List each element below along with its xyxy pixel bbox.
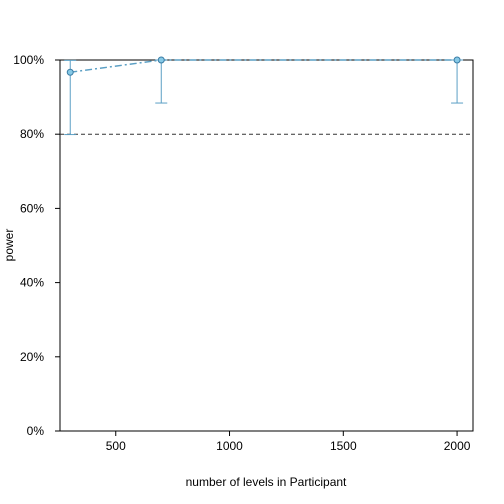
x-tick-label: 2000: [444, 439, 471, 453]
y-axis-label: power: [2, 229, 16, 262]
y-tick-label: 0%: [27, 424, 45, 438]
data-point: [66, 68, 74, 76]
data-point: [453, 56, 461, 64]
y-tick-label: 60%: [20, 201, 44, 215]
x-tick-label: 500: [106, 439, 126, 453]
x-tick-label: 1000: [216, 439, 243, 453]
y-tick-label: 100%: [13, 53, 44, 67]
data-point: [157, 56, 165, 64]
x-axis: 500 1000 1500 2000: [106, 431, 471, 453]
y-axis: 0% 20% 40% 60% 80% 100%: [13, 53, 60, 438]
error-bar: [451, 59, 464, 104]
plot-frame: [59, 59, 474, 432]
series-line: [70, 59, 458, 73]
error-bar: [155, 59, 168, 104]
y-tick-label: 20%: [20, 350, 44, 364]
x-tick-label: 1500: [330, 439, 357, 453]
x-axis-label: number of levels in Participant: [186, 475, 347, 489]
series-layer: [64, 56, 464, 136]
y-tick-label: 80%: [20, 127, 44, 141]
y-tick-label: 40%: [20, 276, 44, 290]
